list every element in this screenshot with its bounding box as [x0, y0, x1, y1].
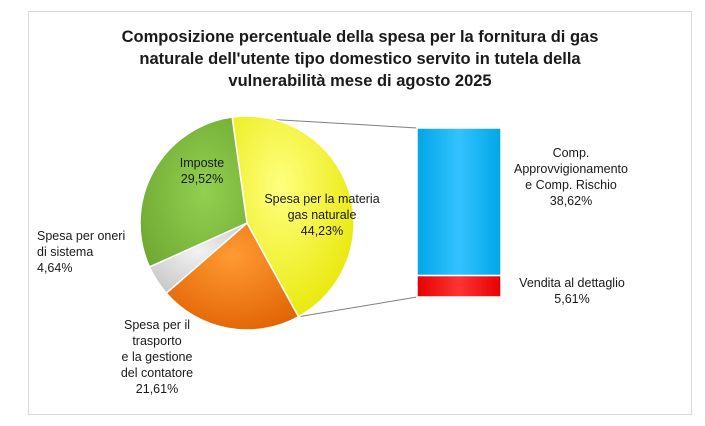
data-label-trasporto-line: e la gestione	[122, 350, 193, 364]
data-label-vendita-line: Vendita al dettaglio	[519, 276, 625, 290]
chart-title: Composizione percentuale della spesa per…	[28, 26, 692, 92]
pie-slice-imposte	[139, 116, 248, 268]
data-label-oneri: Spesa per oneri di sistema 4,64%	[37, 229, 125, 275]
chart-title-line-2: naturale dell'utente tipo domestico serv…	[139, 50, 581, 68]
stacked-bar	[416, 127, 502, 298]
data-label-vendita: Vendita al dettaglio 5,61%	[519, 276, 625, 306]
data-label-materia-line: Spesa per la materia	[264, 192, 379, 206]
data-label-materia-line: gas naturale	[288, 208, 357, 222]
data-label-approvvigionamento-line: Approvvigionamento	[514, 162, 628, 176]
chart-title-line-3: vulnerabilità mese di agosto 2025	[228, 72, 492, 90]
data-label-oneri-line: di sistema	[37, 245, 93, 259]
data-label-approvvigionamento-line: Comp.	[553, 146, 590, 160]
data-label-oneri-value: 4,64%	[37, 261, 72, 275]
data-label-trasporto-line: trasporto	[132, 334, 181, 348]
data-label-trasporto-line: Spesa per il	[124, 318, 190, 332]
data-label-materia-value: 44,23%	[301, 224, 343, 238]
chart-title-line-1: Composizione percentuale della spesa per…	[121, 28, 599, 46]
data-label-trasporto-value: 21,61%	[136, 382, 178, 396]
chart-frame	[28, 11, 692, 415]
data-label-approvvigionamento-value: 38,62%	[550, 194, 592, 208]
pie-slice-trasporto	[165, 221, 300, 331]
data-label-imposte-line: Imposte	[180, 156, 225, 170]
connector-line-bottom	[298, 296, 418, 318]
data-label-oneri-line: Spesa per oneri	[37, 229, 125, 243]
data-label-imposte: Imposte 29,52%	[180, 156, 225, 186]
bar-segment-approvvigionamento	[416, 127, 502, 277]
data-label-materia: Spesa per la materia gas naturale 44,23%	[264, 192, 379, 238]
data-label-trasporto-line: del contatore	[121, 366, 193, 380]
data-label-approvvigionamento: Comp. Approvvigionamento e Comp. Rischio 38…	[514, 146, 628, 208]
bar-segment-vendita	[416, 274, 502, 298]
data-label-vendita-value: 5,61%	[554, 292, 589, 306]
pie	[139, 115, 355, 331]
data-labels: Spesa per la materia gas naturale 44,23%Sp…	[37, 146, 628, 396]
data-label-imposte-value: 29,52%	[181, 172, 223, 186]
data-label-trasporto: Spesa per il trasporto e la gestione del co…	[121, 318, 193, 396]
pie-slice-materia	[231, 115, 355, 318]
data-label-approvvigionamento-line: e Comp. Rischio	[525, 178, 617, 192]
